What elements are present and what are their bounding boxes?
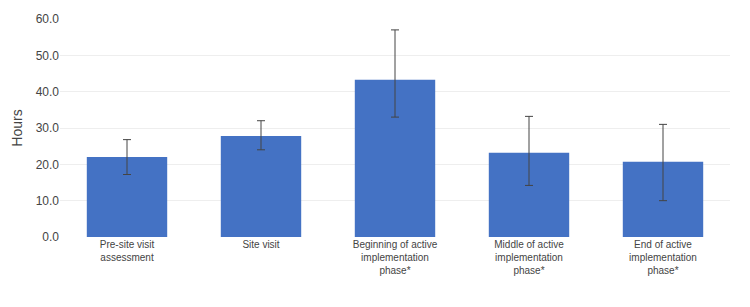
svg-text:Pre-site visitassessment: Pre-site visitassessment — [100, 239, 155, 263]
svg-text:Middle of activeimplementation: Middle of activeimplementationphase* — [494, 239, 564, 276]
svg-text:40.0: 40.0 — [36, 85, 60, 99]
svg-text:Beginning of activeimplementat: Beginning of activeimplementationphase* — [353, 239, 438, 276]
svg-text:0.0: 0.0 — [42, 230, 59, 244]
svg-text:30.0: 30.0 — [36, 121, 60, 135]
svg-text:50.0: 50.0 — [36, 49, 60, 63]
svg-text:10.0: 10.0 — [36, 194, 60, 208]
svg-text:20.0: 20.0 — [36, 158, 60, 172]
svg-text:Hours: Hours — [9, 109, 25, 146]
svg-text:Site visit: Site visit — [242, 239, 279, 250]
svg-text:60.0: 60.0 — [36, 12, 60, 26]
svg-text:End of activeimplementationpha: End of activeimplementationphase* — [629, 239, 697, 276]
